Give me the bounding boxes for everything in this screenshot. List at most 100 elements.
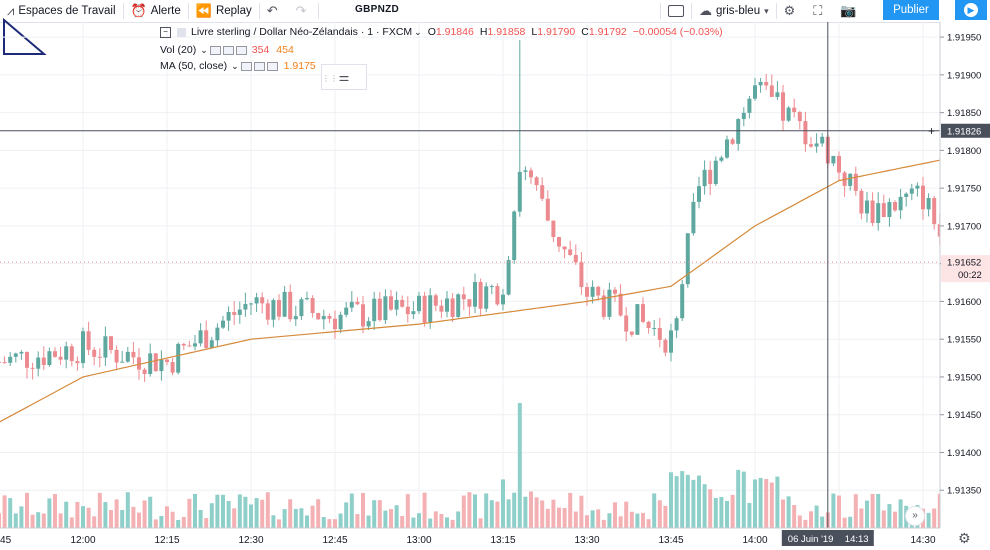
price-chart[interactable]: +1.91950 1.91900 1.91850 1.91800 1.91750 1.91… (0, 22, 990, 550)
volume-ma-value: 454 (276, 44, 294, 56)
collapse-icon[interactable]: − (160, 26, 171, 38)
chevron-down-icon[interactable]: ⌄ (200, 44, 208, 55)
candle-body (697, 186, 701, 202)
alert-button[interactable]: ⏰ Alerte (124, 0, 188, 22)
candle-body (321, 316, 326, 320)
close-icon[interactable] (266, 61, 278, 71)
volume-bar (249, 504, 253, 528)
symbol-search[interactable]: GBPNZD (355, 4, 400, 15)
candle-body (629, 331, 634, 335)
divider (317, 3, 319, 19)
volume-bar (764, 478, 769, 528)
candle-body (344, 307, 349, 315)
candle-body (590, 286, 595, 297)
chart-settings-icon[interactable]: ⚙ (958, 530, 971, 546)
candle-body (417, 295, 421, 312)
snapshot-button[interactable]: 📷 (833, 0, 867, 22)
replay-button[interactable]: ⏪ Replay (189, 0, 259, 22)
candle-body (148, 353, 153, 374)
volume-bar (837, 495, 841, 528)
divider (775, 3, 777, 19)
volume-bar (428, 518, 433, 528)
rewind-icon: ⏪ (195, 3, 212, 18)
drag-handle-icon[interactable]: ⋮⋮ (322, 74, 338, 83)
volume-bar (517, 403, 522, 528)
layout-button[interactable] (661, 0, 691, 22)
volume-bar (719, 496, 724, 528)
volume-bar (260, 499, 265, 528)
volume-bar (30, 514, 35, 528)
chevron-down-icon[interactable]: ⌄ (231, 60, 239, 71)
candle-body (557, 237, 561, 247)
play-icon: ▶ (964, 3, 978, 17)
candle-body (764, 81, 769, 86)
candle-body (674, 318, 679, 331)
price-tick-label: 1.91800 (947, 146, 981, 157)
volume-bar (859, 508, 864, 528)
alarm-clock-icon: ⏰ (130, 3, 147, 18)
volume-bar (333, 519, 337, 528)
volume-bar (170, 511, 175, 528)
publish-button[interactable]: Publier (883, 0, 939, 20)
change-value: −0.00054 (−0.03%) (632, 26, 723, 38)
price-tick-label: 1.91900 (947, 70, 981, 81)
candles (0, 40, 953, 382)
candle-body (663, 339, 668, 353)
candle-body (607, 289, 612, 317)
instrument-title: Livre sterling / Dollar Néo-Zélandais · … (191, 26, 413, 38)
candle-body (837, 155, 841, 173)
theme-button[interactable]: ☁ gris-bleu ▾ (692, 0, 776, 22)
close-icon[interactable] (235, 45, 247, 55)
indicator-controls[interactable]: ⚌ (321, 64, 367, 90)
volume-bar (775, 476, 780, 528)
candle-body (187, 345, 192, 347)
volume-bar (221, 494, 225, 528)
candle-body (366, 321, 371, 327)
fullscreen-button[interactable]: ⛶ (806, 0, 833, 22)
last-price-label-bg (941, 255, 990, 283)
candle-body (713, 160, 718, 185)
settings-icon[interactable] (222, 45, 234, 55)
replay-label: Replay (215, 5, 252, 17)
crosshair-time-label-bg (781, 530, 874, 546)
candle-body (109, 336, 113, 350)
undo-button[interactable]: ↶ (260, 0, 289, 22)
volume-bar (489, 500, 494, 528)
play-button[interactable]: ▶ (955, 0, 987, 20)
volume-bar (540, 500, 545, 528)
volume-bar (254, 498, 259, 528)
candle-body (758, 81, 763, 86)
volume-bar (753, 479, 757, 528)
volume-bar (557, 507, 561, 528)
volume-bar (86, 507, 91, 528)
volume-bar (926, 512, 931, 528)
visibility-icon[interactable] (209, 45, 221, 55)
settings-button[interactable]: ⚙ (777, 0, 807, 22)
candle-body (19, 351, 24, 354)
chevron-down-icon[interactable]: ⌄ (414, 26, 422, 37)
volume-bar (114, 499, 119, 528)
volume-bar (445, 517, 449, 528)
candle-body (405, 306, 410, 315)
candle-body (814, 143, 819, 147)
ma-legend: MA (50, close) ⌄ 1.9175 (160, 60, 316, 72)
candle-body (786, 107, 791, 121)
scroll-to-realtime-button[interactable]: » (905, 506, 925, 526)
price-tick-label: 1.91850 (947, 108, 981, 119)
volume-bar (338, 513, 343, 528)
volume-bar (383, 510, 388, 528)
candle-body (305, 298, 309, 300)
main-legend: − Livre sterling / Dollar Néo-Zélandais … (160, 26, 723, 38)
candle-body (389, 296, 393, 310)
candle-body (489, 286, 494, 288)
candle-body (209, 340, 214, 349)
visibility-icon[interactable] (240, 61, 252, 71)
candle-body (775, 92, 780, 97)
settings-icon[interactable] (253, 61, 265, 71)
redo-button[interactable]: ↷ (289, 0, 318, 22)
volume-bar (797, 515, 802, 528)
workspaces-button[interactable]: ⩘ Espaces de Travail (0, 0, 123, 22)
volume-bar (646, 519, 651, 528)
candle-body (271, 300, 276, 320)
volume-bar (473, 494, 477, 528)
